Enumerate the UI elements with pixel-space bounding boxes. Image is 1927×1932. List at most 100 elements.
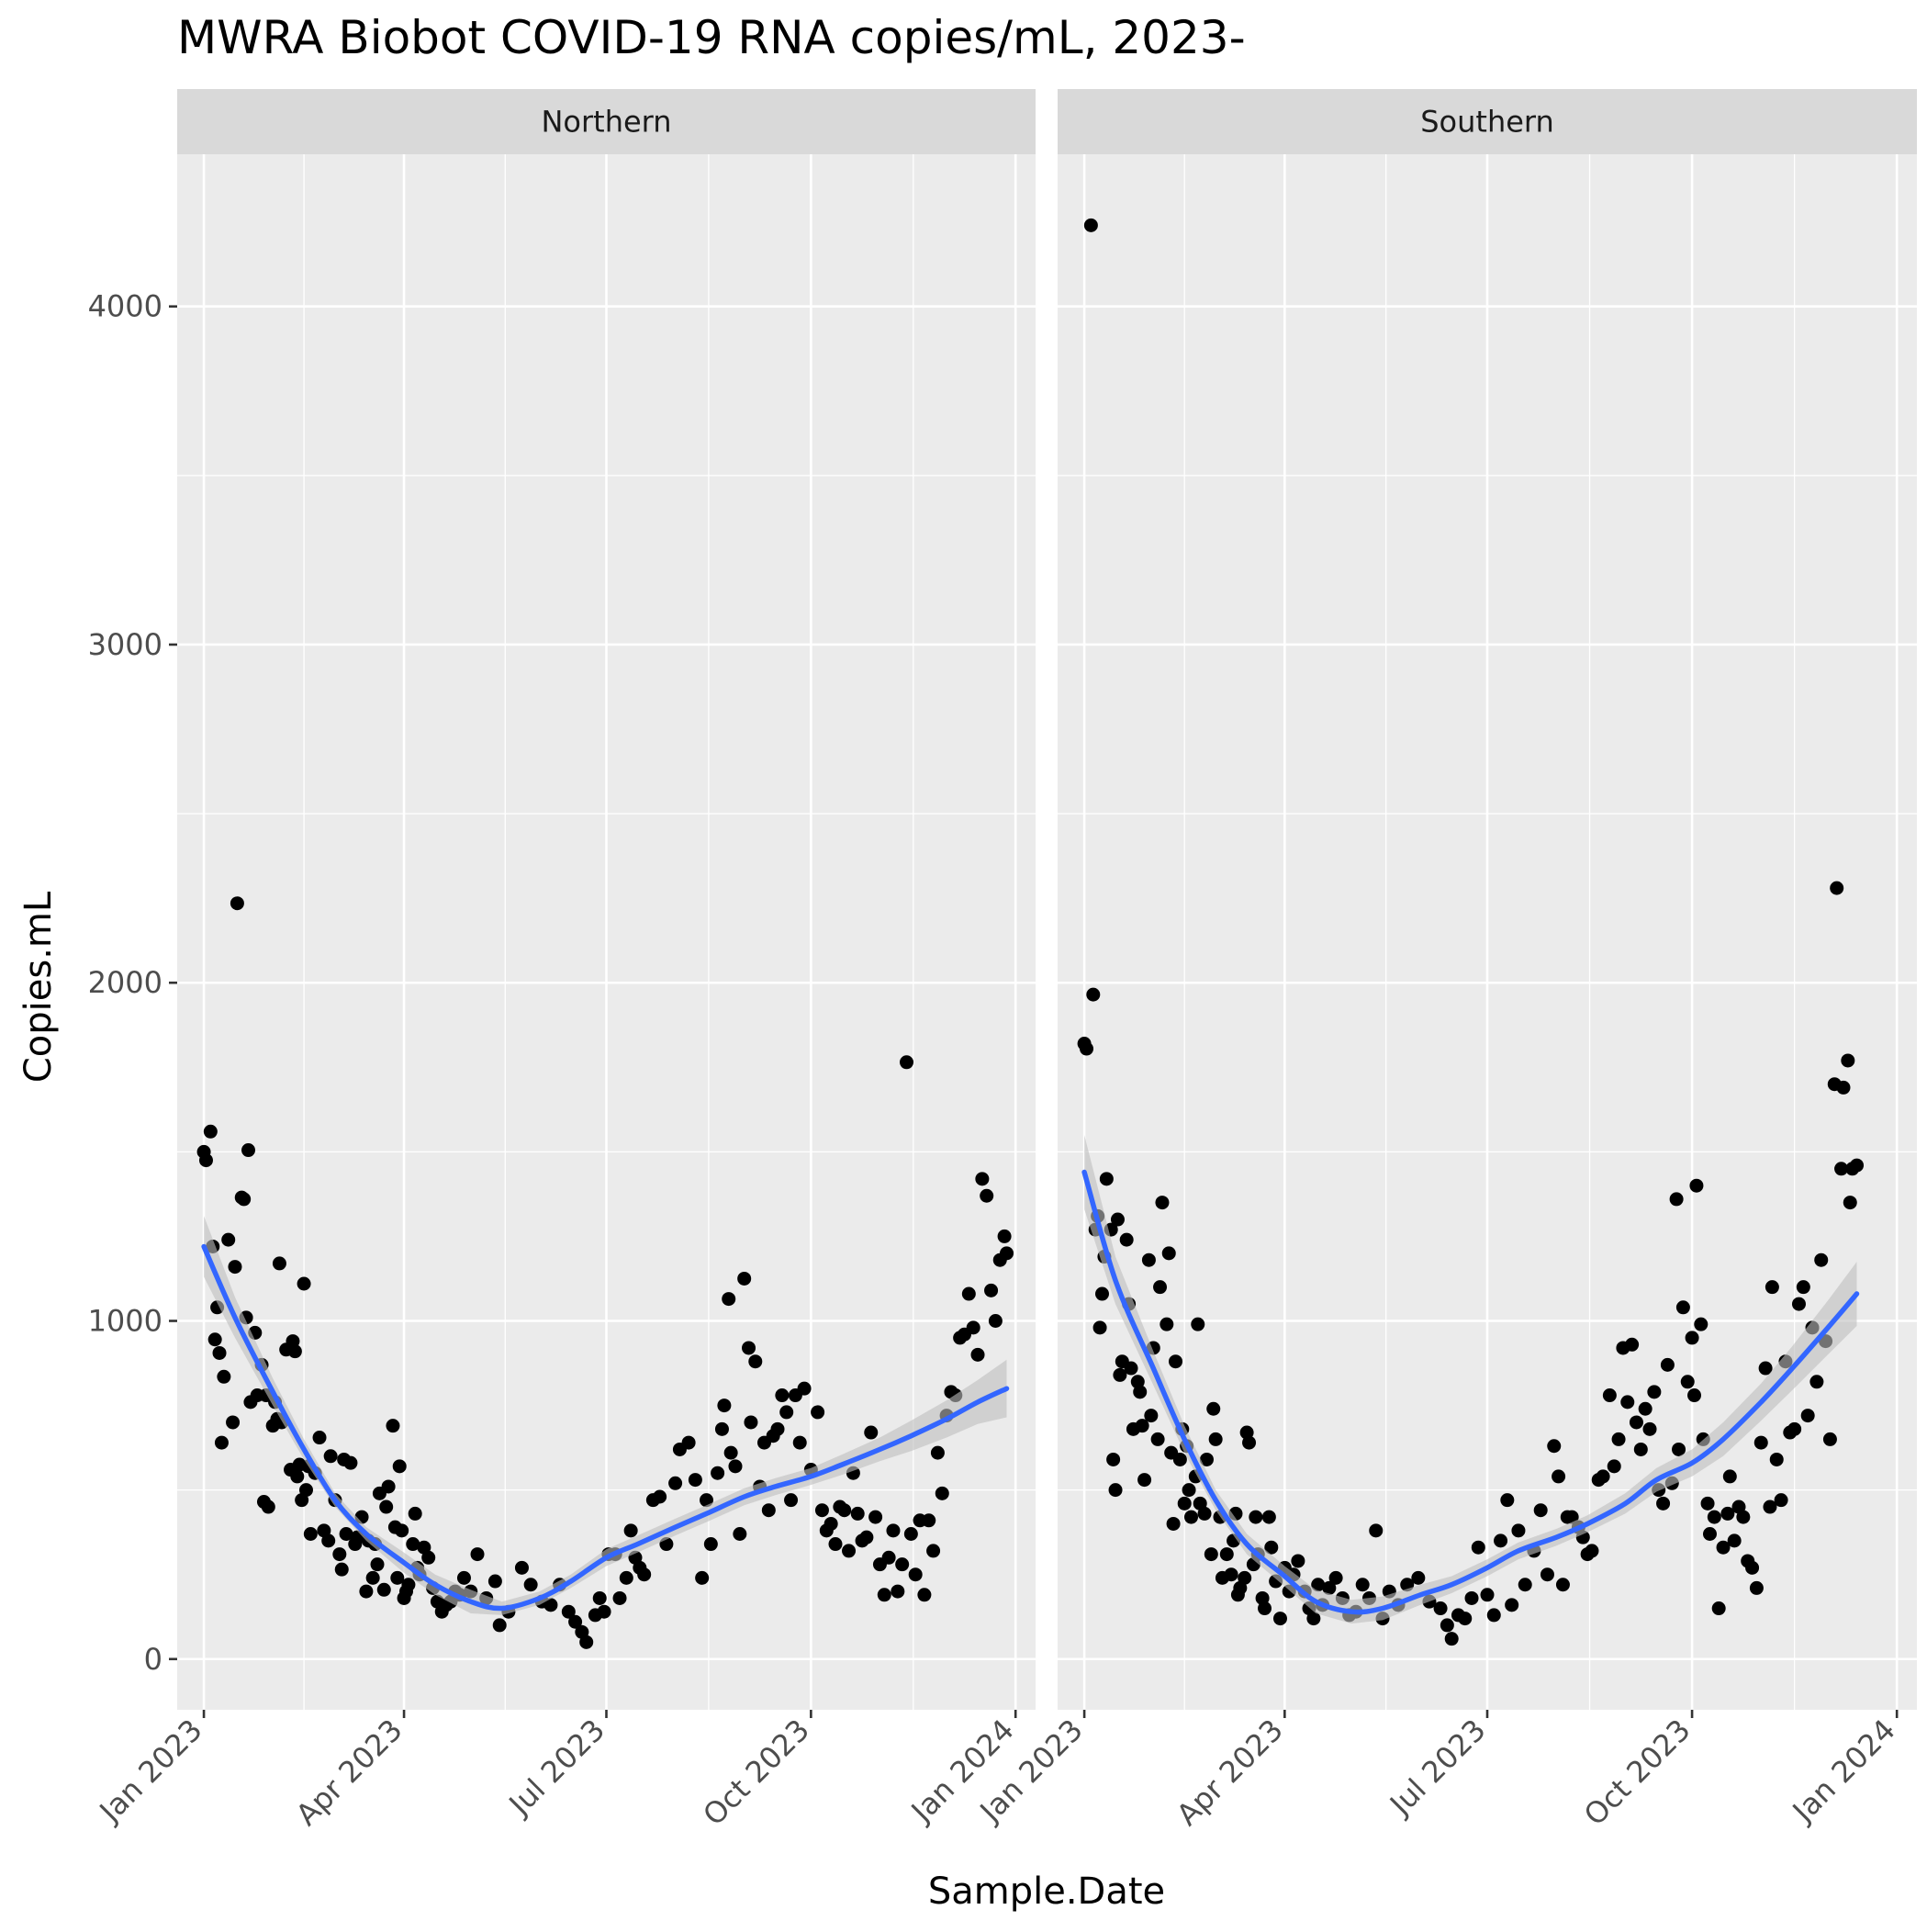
data-point-northern bbox=[748, 1354, 763, 1369]
data-point-northern bbox=[761, 1503, 776, 1518]
data-point-southern bbox=[1183, 1510, 1198, 1524]
data-point-southern bbox=[1555, 1578, 1570, 1592]
data-point-northern bbox=[728, 1459, 743, 1474]
y-tick-label: 0 bbox=[144, 1642, 162, 1677]
data-point-northern bbox=[470, 1547, 485, 1562]
data-point-northern bbox=[623, 1523, 638, 1538]
data-point-southern bbox=[1133, 1385, 1148, 1399]
y-axis-label: Copies.mL bbox=[17, 891, 60, 1083]
data-point-southern bbox=[1291, 1554, 1305, 1568]
data-point-southern bbox=[1080, 1041, 1094, 1056]
data-point-southern bbox=[1638, 1401, 1653, 1416]
data-point-southern bbox=[1850, 1158, 1865, 1173]
data-point-southern bbox=[1540, 1567, 1554, 1582]
data-point-northern bbox=[930, 1445, 945, 1460]
x-tick-label: Jul 2023 bbox=[501, 1713, 611, 1823]
data-point-southern bbox=[1108, 1483, 1123, 1498]
data-point-southern bbox=[1155, 1196, 1170, 1210]
data-point-southern bbox=[1238, 1570, 1252, 1585]
data-point-northern bbox=[975, 1172, 990, 1186]
data-point-southern bbox=[1620, 1395, 1635, 1410]
data-point-northern bbox=[859, 1530, 874, 1544]
data-point-southern bbox=[1224, 1567, 1238, 1582]
data-point-southern bbox=[1182, 1483, 1196, 1498]
data-point-southern bbox=[1369, 1523, 1384, 1538]
data-point-southern bbox=[1660, 1357, 1675, 1372]
data-point-southern bbox=[1106, 1452, 1121, 1466]
data-point-southern bbox=[1480, 1588, 1495, 1602]
data-point-southern bbox=[1656, 1496, 1671, 1511]
data-point-southern bbox=[1769, 1452, 1784, 1466]
data-point-northern bbox=[891, 1584, 905, 1599]
data-point-northern bbox=[237, 1192, 252, 1207]
data-point-southern bbox=[1113, 1367, 1127, 1382]
data-point-southern bbox=[1099, 1172, 1114, 1186]
data-point-northern bbox=[214, 1435, 229, 1450]
data-point-southern bbox=[1585, 1544, 1599, 1558]
data-point-northern bbox=[395, 1523, 409, 1538]
data-point-southern bbox=[1440, 1618, 1454, 1633]
data-point-northern bbox=[514, 1560, 529, 1575]
data-point-southern bbox=[1809, 1375, 1824, 1389]
data-point-northern bbox=[579, 1634, 594, 1649]
data-point-northern bbox=[997, 1229, 1012, 1243]
data-point-northern bbox=[230, 896, 244, 911]
data-point-northern bbox=[597, 1604, 611, 1619]
data-point-northern bbox=[408, 1506, 422, 1521]
data-point-northern bbox=[864, 1425, 879, 1440]
data-point-northern bbox=[837, 1503, 852, 1518]
data-point-southern bbox=[1607, 1459, 1621, 1474]
data-point-northern bbox=[695, 1570, 710, 1585]
data-point-southern bbox=[1843, 1196, 1857, 1210]
data-point-northern bbox=[703, 1537, 718, 1552]
data-point-southern bbox=[1647, 1385, 1662, 1399]
data-point-northern bbox=[1000, 1246, 1014, 1261]
data-point-northern bbox=[970, 1347, 985, 1362]
x-tick-label: Apr 2023 bbox=[1170, 1713, 1290, 1833]
x-tick-label: Oct 2023 bbox=[696, 1713, 816, 1833]
facet-strip-southern bbox=[1058, 89, 1917, 154]
y-tick-label: 1000 bbox=[88, 1304, 162, 1339]
data-point-southern bbox=[1219, 1547, 1234, 1562]
data-point-northern bbox=[744, 1415, 758, 1430]
y-tick-label: 4000 bbox=[88, 289, 162, 324]
data-point-northern bbox=[217, 1369, 231, 1384]
data-point-southern bbox=[1177, 1496, 1192, 1511]
panels: Northern Jan 2023 Apr 2023 Jul 2023 Oct 2023… bbox=[88, 89, 1917, 1833]
data-point-southern bbox=[1191, 1317, 1205, 1331]
data-point-southern bbox=[1745, 1560, 1760, 1575]
data-point-southern bbox=[1625, 1337, 1640, 1352]
data-point-northern bbox=[961, 1286, 976, 1301]
data-point-northern bbox=[392, 1459, 407, 1474]
data-point-southern bbox=[1486, 1608, 1501, 1623]
facet-strip-northern bbox=[177, 89, 1036, 154]
data-point-southern bbox=[1311, 1578, 1326, 1592]
data-point-southern bbox=[1800, 1409, 1815, 1423]
data-point-northern bbox=[926, 1544, 941, 1558]
x-axis-label: Sample.Date bbox=[928, 1870, 1165, 1913]
data-point-northern bbox=[297, 1276, 311, 1291]
data-point-southern bbox=[1689, 1178, 1704, 1193]
data-point-southern bbox=[1272, 1612, 1287, 1626]
data-point-northern bbox=[198, 1153, 213, 1168]
data-point-northern bbox=[332, 1547, 347, 1562]
data-point-northern bbox=[523, 1578, 538, 1592]
data-point-northern bbox=[272, 1256, 286, 1271]
data-point-northern bbox=[797, 1381, 812, 1396]
data-point-southern bbox=[1411, 1570, 1426, 1585]
data-point-southern bbox=[1444, 1632, 1459, 1646]
data-point-northern bbox=[770, 1421, 785, 1436]
data-point-southern bbox=[1822, 1432, 1837, 1446]
data-point-southern bbox=[1083, 218, 1098, 232]
data-point-southern bbox=[1355, 1578, 1370, 1592]
data-point-northern bbox=[742, 1341, 756, 1355]
data-point-northern bbox=[700, 1493, 714, 1508]
data-point-southern bbox=[1494, 1533, 1508, 1548]
data-point-southern bbox=[1197, 1506, 1212, 1521]
data-point-southern bbox=[1702, 1527, 1717, 1542]
data-point-southern bbox=[1505, 1598, 1519, 1612]
data-point-northern bbox=[868, 1510, 883, 1524]
data-point-southern bbox=[1242, 1435, 1257, 1450]
data-point-southern bbox=[1787, 1421, 1802, 1436]
